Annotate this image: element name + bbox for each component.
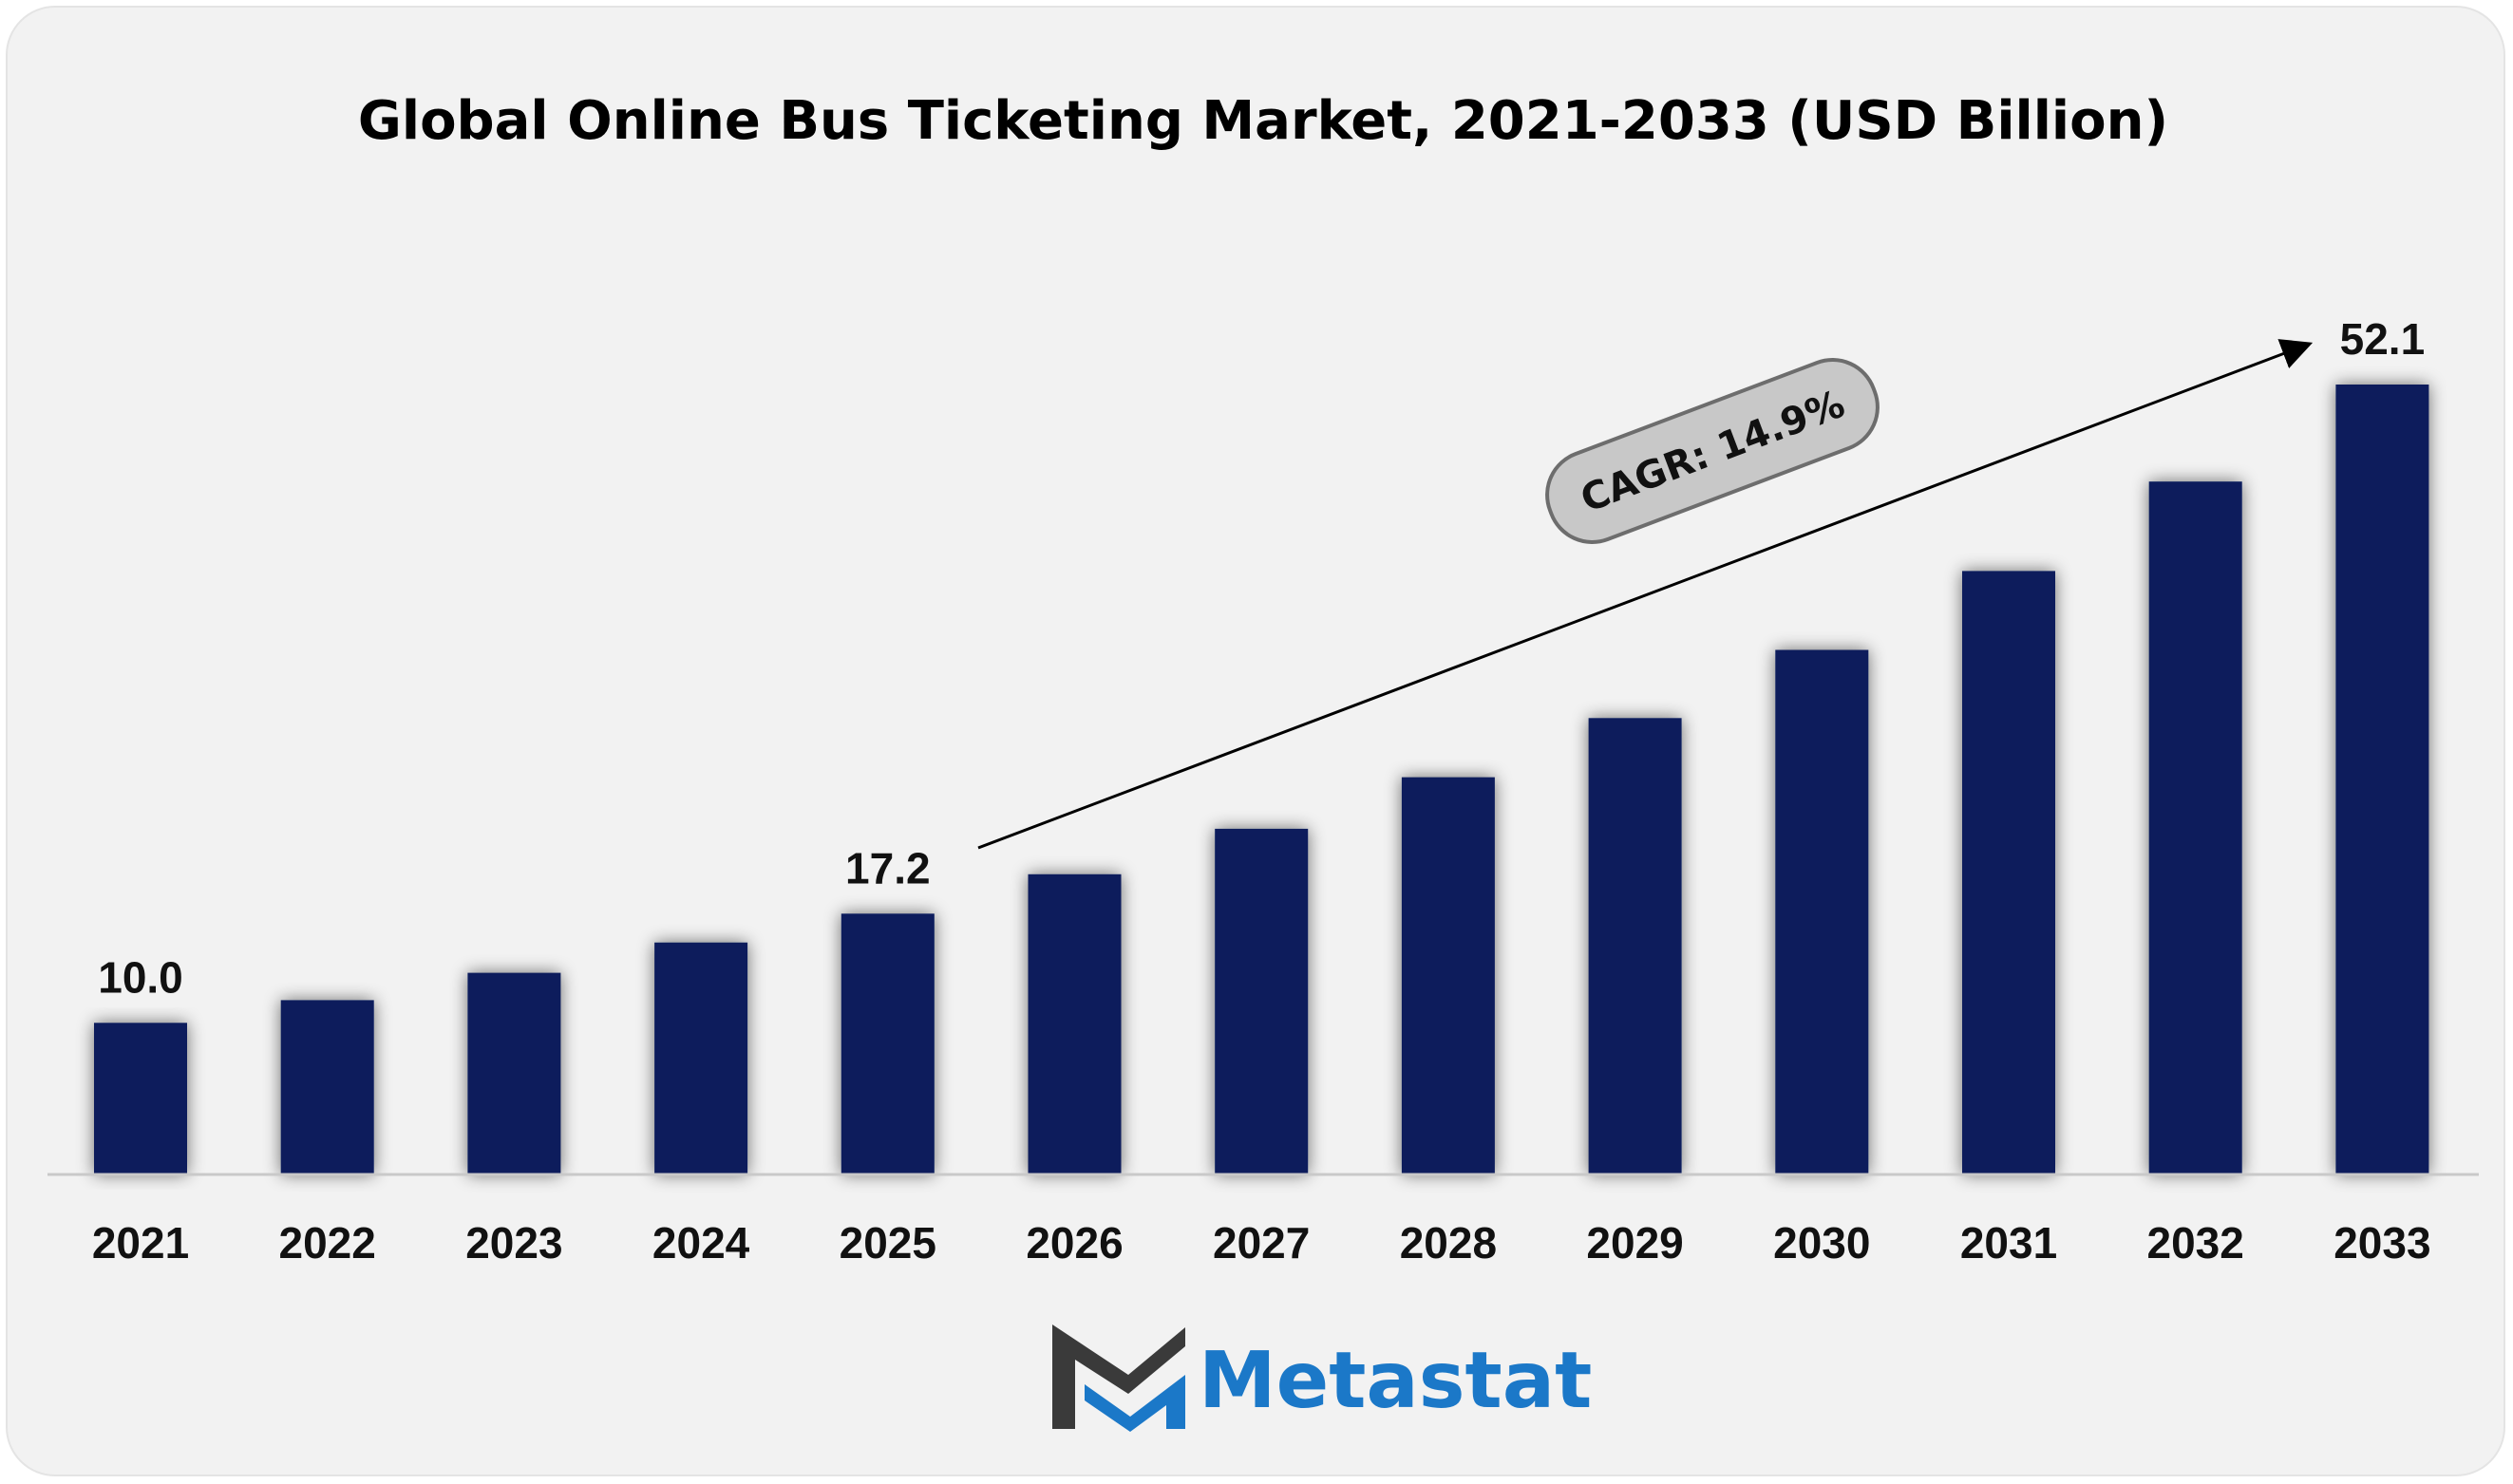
chart-title: Global Online Bus Ticketing Market, 2021… [358,90,2168,152]
x-tick-2027: 2027 [1213,1218,1310,1268]
x-tick-2032: 2032 [2147,1218,2244,1268]
cagr-trend-arrow [977,339,2314,850]
bar-2031 [1962,571,2055,1174]
chart-card [6,6,2505,1476]
x-tick-2028: 2028 [1400,1218,1497,1268]
x-tick-2024: 2024 [652,1218,750,1268]
bar-2029 [1588,718,1682,1174]
metastat-logo: Metastat [1052,1324,1592,1432]
x-tick-2033: 2033 [2334,1218,2430,1268]
bar-2022 [280,1000,374,1174]
x-tick-2026: 2026 [1026,1218,1123,1268]
x-axis-ticks: 2021 2022 2023 2024 2025 2026 2027 2028 2029 2030… [92,1218,2431,1268]
data-label-2033: 52.1 [2340,314,2426,364]
brand-name: Metastat [1199,1336,1592,1426]
bar-2027 [1215,828,1309,1174]
x-tick-2031: 2031 [1960,1218,2057,1268]
bar-2033 [2335,385,2429,1174]
x-tick-2029: 2029 [1586,1218,1683,1268]
data-label-2025: 17.2 [845,843,931,892]
bar-2030 [1775,649,1869,1174]
cagr-badge-pill [1545,358,1880,544]
x-tick-2023: 2023 [465,1218,562,1268]
bar-2032 [2148,481,2242,1174]
bar-2028 [1401,777,1495,1174]
bar-2021 [94,1023,187,1174]
bar-2026 [1028,873,1122,1174]
x-tick-2021: 2021 [92,1218,189,1268]
metastat-m-logo-icon [1052,1324,1185,1432]
data-labels: 10.0 17.2 52.1 [98,314,2425,1002]
bar-2023 [467,972,561,1174]
data-label-2021: 10.0 [98,952,183,1002]
x-tick-2030: 2030 [1773,1218,1870,1268]
bar-2024 [654,942,748,1174]
bars-group [94,385,2429,1174]
x-tick-2025: 2025 [840,1218,936,1268]
x-tick-2022: 2022 [279,1218,376,1268]
bar-2025 [841,913,935,1174]
